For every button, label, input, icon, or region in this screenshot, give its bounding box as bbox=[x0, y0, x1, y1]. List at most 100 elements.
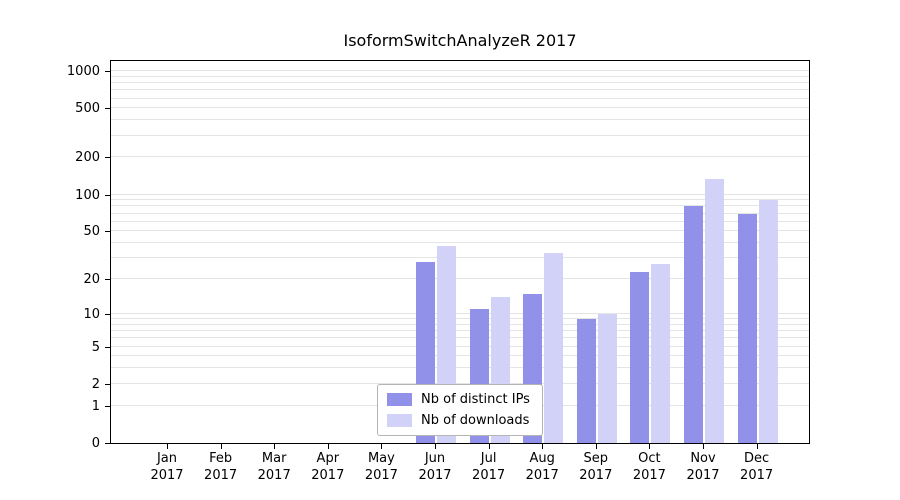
gridline bbox=[111, 278, 809, 280]
x-tick-mark bbox=[542, 444, 544, 449]
gridline bbox=[111, 97, 809, 99]
year-label: 2017 bbox=[311, 468, 345, 483]
gridline bbox=[111, 75, 809, 77]
x-tick-label: Sep 2017 bbox=[579, 450, 612, 484]
gridline bbox=[111, 134, 809, 136]
y-tick-mark bbox=[105, 346, 110, 348]
gridline bbox=[111, 337, 809, 339]
y-axis-ticks bbox=[105, 60, 110, 444]
x-tick-mark bbox=[488, 444, 490, 449]
gridline bbox=[111, 345, 809, 347]
month-label: Jul bbox=[480, 451, 497, 466]
gridline bbox=[111, 199, 809, 201]
y-tick-label: 0 bbox=[91, 436, 100, 451]
x-tick-label: Oct 2017 bbox=[633, 450, 666, 484]
legend-label-distinct-ips: Nb of distinct IPs bbox=[421, 392, 530, 407]
bar-downloads bbox=[705, 178, 724, 443]
x-tick-label: Dec 2017 bbox=[740, 450, 773, 484]
month-label: Apr bbox=[316, 451, 340, 466]
legend-label-downloads: Nb of downloads bbox=[421, 413, 530, 428]
x-tick-label: Mar 2017 bbox=[258, 450, 291, 484]
bar-distinct-ips bbox=[630, 271, 650, 443]
y-tick-mark bbox=[105, 405, 110, 407]
year-label: 2017 bbox=[150, 468, 184, 483]
x-tick-mark bbox=[595, 444, 597, 449]
gridline bbox=[111, 330, 809, 331]
y-tick-label: 2 bbox=[91, 376, 100, 392]
year-label: 2017 bbox=[579, 468, 613, 483]
bar-distinct-ips bbox=[737, 213, 757, 443]
gridline bbox=[111, 193, 809, 195]
chart-title: IsoformSwitchAnalyzeR 2017 bbox=[343, 31, 577, 50]
month-label: Mar bbox=[261, 451, 287, 466]
x-tick-mark bbox=[327, 444, 329, 449]
month-label: Jun bbox=[424, 451, 446, 466]
x-tick-mark bbox=[274, 444, 276, 449]
gridline bbox=[111, 156, 809, 158]
bar-downloads bbox=[597, 313, 617, 443]
gridline bbox=[111, 257, 809, 259]
x-tick-mark bbox=[649, 444, 651, 449]
year-label: 2017 bbox=[204, 468, 238, 483]
x-tick-label: Nov 2017 bbox=[686, 450, 719, 484]
x-tick-label: May 2017 bbox=[365, 450, 398, 484]
gridline bbox=[111, 318, 809, 319]
gridline bbox=[111, 355, 809, 357]
legend-swatch-distinct-ips bbox=[387, 393, 412, 406]
month-label: Dec bbox=[744, 451, 770, 466]
year-label: 2017 bbox=[472, 468, 506, 483]
y-tick-label: 1 bbox=[91, 398, 100, 414]
month-label: Sep bbox=[583, 451, 609, 466]
gridline bbox=[111, 382, 809, 384]
y-tick-label: 200 bbox=[75, 150, 100, 166]
x-axis-ticks bbox=[110, 444, 810, 449]
y-tick-label: 20 bbox=[83, 272, 100, 288]
y-tick-mark bbox=[105, 157, 110, 159]
year-label: 2017 bbox=[740, 468, 774, 483]
x-tick-mark bbox=[381, 444, 383, 449]
y-tick-label: 50 bbox=[83, 224, 100, 240]
x-tick-mark bbox=[703, 444, 704, 449]
x-tick-mark bbox=[167, 444, 168, 449]
gridline bbox=[111, 107, 809, 109]
bar-distinct-ips bbox=[576, 319, 596, 443]
gridline bbox=[111, 212, 809, 214]
gridline bbox=[111, 205, 809, 207]
gridline bbox=[111, 70, 809, 71]
gridline bbox=[111, 230, 809, 232]
legend-swatch-downloads bbox=[387, 414, 412, 427]
year-label: 2017 bbox=[525, 468, 559, 483]
y-tick-mark bbox=[105, 383, 110, 385]
x-tick-label: Jul 2017 bbox=[472, 450, 505, 484]
month-label: Feb bbox=[209, 451, 233, 466]
bar-downloads bbox=[544, 253, 564, 443]
x-tick-mark bbox=[435, 444, 436, 449]
y-axis-labels: 0 1 2 5 10 20 50 100 200 500 1000 bbox=[30, 60, 100, 451]
year-label: 2017 bbox=[364, 468, 398, 483]
x-tick-label: Jan 2017 bbox=[150, 450, 183, 484]
month-label: Oct bbox=[638, 451, 661, 466]
gridline bbox=[111, 312, 809, 314]
gridline bbox=[111, 89, 809, 91]
gridline-layer bbox=[111, 61, 809, 443]
gridline bbox=[111, 323, 809, 325]
year-label: 2017 bbox=[257, 468, 291, 483]
year-label: 2017 bbox=[686, 468, 720, 483]
y-tick-label: 1000 bbox=[66, 64, 100, 79]
bar-downloads bbox=[651, 263, 671, 443]
y-tick-label: 10 bbox=[83, 306, 100, 322]
month-label: Aug bbox=[529, 451, 555, 466]
y-tick-mark bbox=[105, 279, 110, 281]
gridline bbox=[111, 119, 809, 121]
month-label: May bbox=[367, 451, 395, 466]
y-tick-label: 100 bbox=[75, 187, 100, 203]
y-tick-mark bbox=[105, 231, 110, 233]
x-tick-mark bbox=[220, 444, 222, 449]
month-label: Jan bbox=[156, 451, 178, 466]
gridline bbox=[111, 82, 809, 83]
y-tick-mark bbox=[105, 71, 110, 72]
y-tick-mark bbox=[105, 108, 110, 110]
y-tick-mark bbox=[105, 194, 110, 196]
legend: Nb of distinct IPs Nb of downloads bbox=[377, 384, 543, 436]
